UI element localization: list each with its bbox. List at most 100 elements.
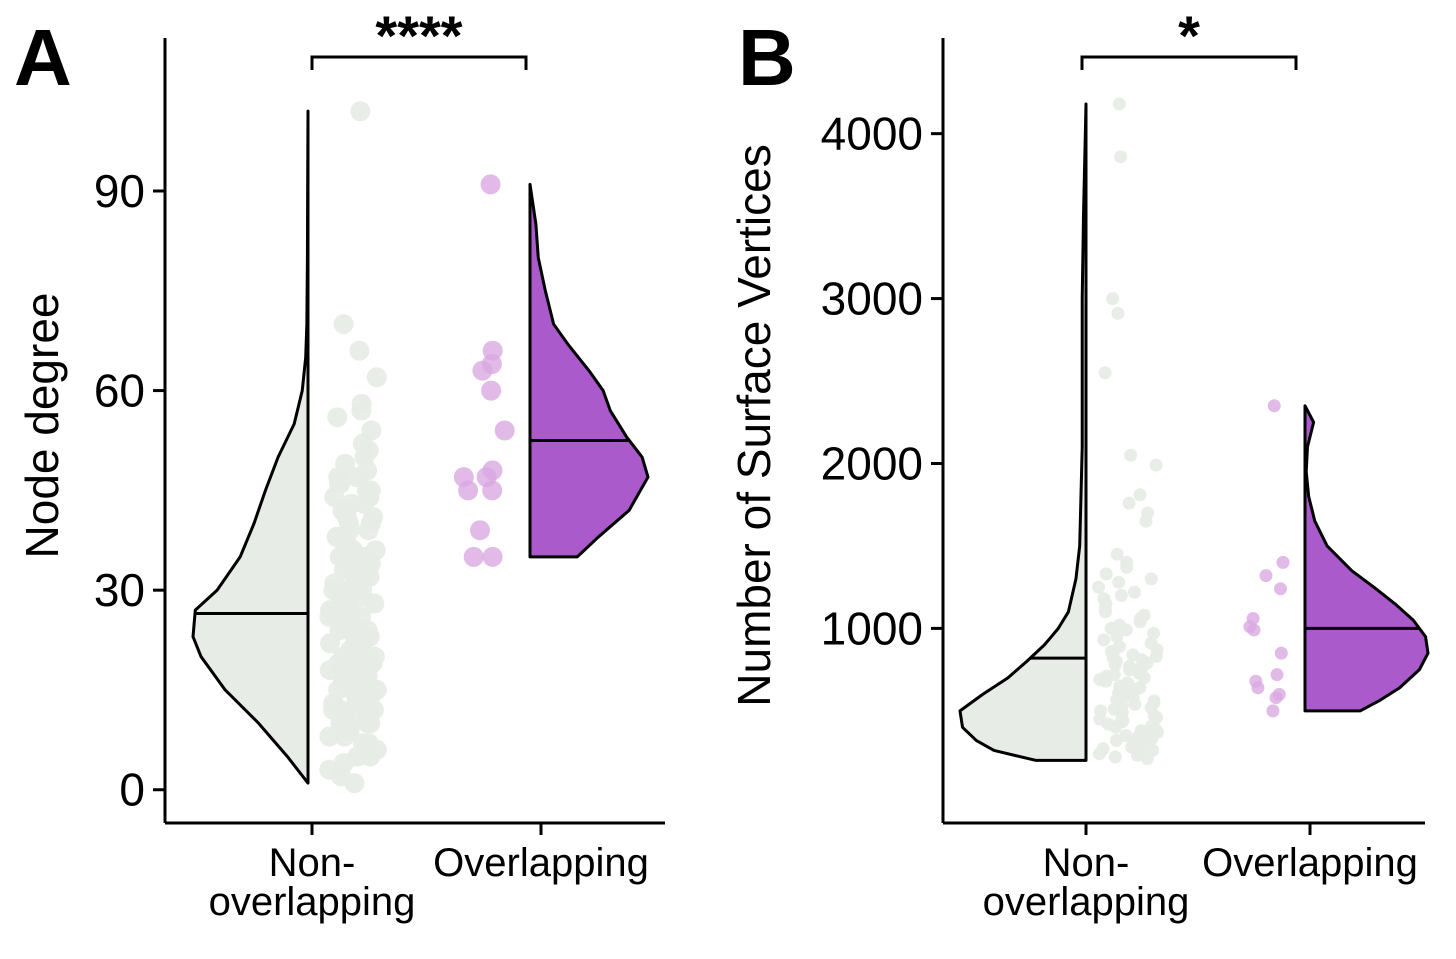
series-overlapping [1243,399,1430,718]
data-point [1133,488,1147,502]
data-point [1111,306,1125,320]
data-point [1274,646,1288,660]
y-tick-label: 2000 [821,437,923,489]
data-point [1130,748,1144,762]
panel-letter: B [738,13,796,102]
data-point [1259,569,1273,583]
x-tick-label: Overlapping [1202,841,1418,885]
half-violin [191,109,310,785]
data-point [350,101,371,122]
significance-label: * [1178,4,1200,67]
data-point [1099,567,1113,581]
data-point [366,367,387,388]
y-tick-label: 4000 [821,108,923,160]
x-tick-label-line: Non- [1043,841,1130,885]
data-point [1108,750,1122,764]
data-point [1093,747,1106,761]
data-point [1114,150,1128,164]
significance-label: **** [375,4,462,67]
data-point [1270,668,1284,682]
half-violin [958,102,1088,762]
data-point [1112,97,1126,111]
data-point [1139,514,1153,528]
data-point [320,633,340,654]
y-tick-label: 30 [94,564,145,616]
x-tick-label-line: overlapping [983,880,1190,924]
data-point [1108,658,1122,672]
data-point [333,314,354,335]
data-point [1098,605,1112,619]
data-point [344,773,365,794]
panel-b: B Number of Surface Vertices 1000 2000 3000 4… [728,4,1430,924]
data-point [1251,681,1265,695]
data-point [319,660,340,680]
series-overlapping [453,174,650,567]
y-axis-title: Node degree [16,293,68,559]
data-point [357,713,378,734]
data-point [1133,615,1147,629]
data-point [458,480,479,501]
half-violin [528,182,650,559]
data-point [1269,691,1283,705]
significance-bracket [1080,55,1298,70]
data-point [1106,292,1120,306]
data-point [351,400,372,421]
data-point [1124,448,1138,462]
data-point [494,420,515,441]
x-tick-label-line: overlapping [209,880,416,924]
data-point [1149,458,1163,472]
series-non-overlapping [191,101,387,794]
data-point [1119,729,1133,743]
data-point [1112,575,1126,589]
data-point [1092,580,1105,594]
y-tick-label: 3000 [821,273,923,325]
data-point [1140,752,1154,766]
y-tick-label: 0 [119,764,145,816]
x-tick-label-line: Overlapping [1202,841,1418,885]
half-violin [1303,404,1430,713]
data-point [482,480,503,501]
significance-bracket [310,55,528,70]
data-point [1097,633,1111,647]
y-tick-label: 1000 [821,602,923,654]
data-point [319,726,340,747]
data-point [349,340,370,361]
data-point [327,407,348,428]
data-point [470,520,490,541]
panel-letter: A [14,13,72,102]
data-point [1267,399,1281,413]
data-point [1247,623,1261,637]
data-point [482,546,503,567]
data-point [1098,366,1112,380]
data-point [481,380,502,401]
data-point [463,546,484,567]
x-tick-label: Non-overlapping [209,841,416,924]
data-point [1128,697,1142,711]
x-tick-label-line: Overlapping [433,841,649,885]
data-point [1147,626,1160,640]
data-point [1109,720,1123,734]
panel-a: A Node degree 0 30 60 90 Non-overlapping Overla… [14,4,665,924]
x-tick-label-line: Non- [269,841,356,885]
x-tick-label: Overlapping [433,841,649,885]
data-point [480,174,501,195]
y-tick-label: 60 [94,365,145,417]
data-point [1110,547,1124,561]
x-tick-label: Non-overlapping [983,841,1190,924]
data-point [1114,588,1128,602]
series-non-overlapping [958,97,1164,766]
y-tick-label: 90 [94,165,145,217]
data-point [1137,671,1151,685]
y-axis-title: Number of Surface Vertices [728,144,780,706]
data-point [1122,496,1136,510]
data-point [358,520,379,541]
data-point [1109,734,1123,747]
data-point [1149,649,1163,663]
data-point [360,746,381,767]
data-point [1128,585,1141,599]
data-point [1119,623,1133,637]
data-point [1266,704,1280,718]
data-point [1110,630,1124,644]
